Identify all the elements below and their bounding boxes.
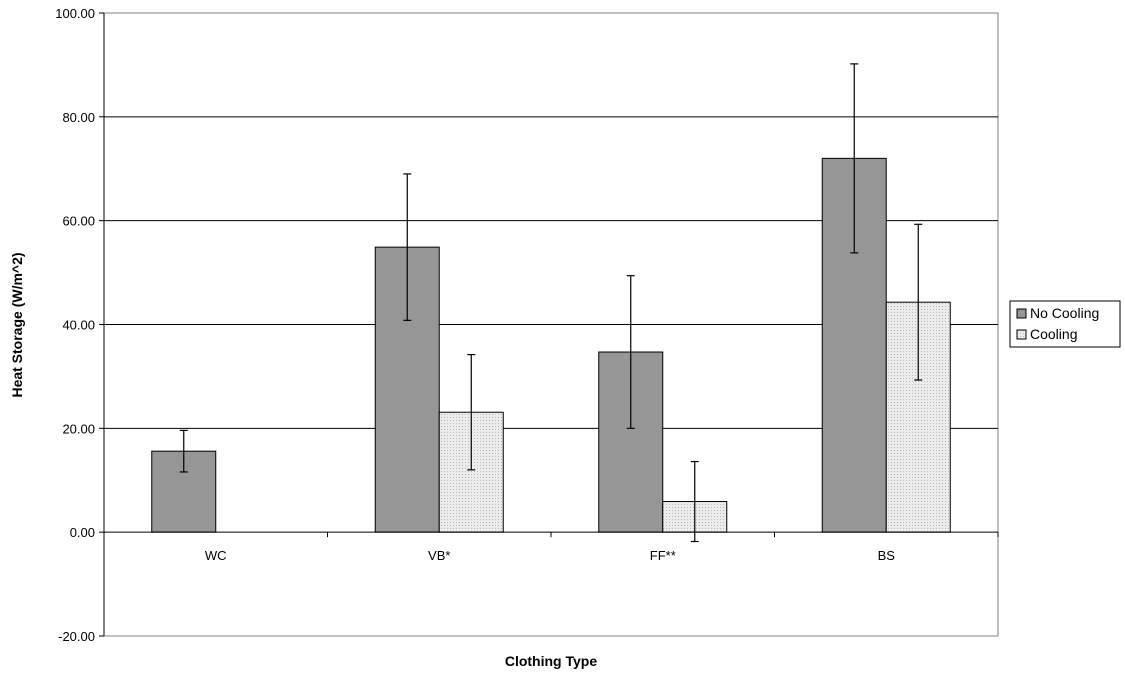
x-axis-title: Clothing Type: [505, 653, 597, 669]
legend-swatch-no-cooling: [1016, 308, 1027, 319]
legend-swatch-cooling: [1016, 329, 1027, 340]
error-bars: [179, 63, 923, 543]
axes: [99, 12, 999, 637]
x-tick-label: BS: [878, 548, 896, 563]
y-tick-label: 100.00: [55, 6, 95, 21]
legend-label-cooling: Cooling: [1030, 326, 1077, 342]
legend-box: [1009, 300, 1121, 348]
legend-label-no-cooling: No Cooling: [1030, 305, 1099, 321]
x-tick-labels: WC VB* FF** BS: [205, 548, 895, 563]
x-tick-label: WC: [205, 548, 227, 563]
y-tick-labels: -20.00 0.00 20.00 40.00 60.00 80.00 100.00: [55, 6, 95, 644]
x-tick-label: VB*: [428, 548, 450, 563]
y-tick-label: 0.00: [70, 525, 95, 540]
legend: No Cooling Cooling: [1009, 300, 1121, 348]
y-axis-title: Heat Storage (W/m^2): [9, 252, 25, 397]
y-tick-label: 40.00: [62, 318, 95, 333]
y-tick-label: -20.00: [58, 629, 95, 644]
y-tick-label: 20.00: [62, 421, 95, 436]
y-tick-label: 60.00: [62, 214, 95, 229]
x-tick-label: FF**: [650, 548, 676, 563]
y-tick-label: 80.00: [62, 110, 95, 125]
